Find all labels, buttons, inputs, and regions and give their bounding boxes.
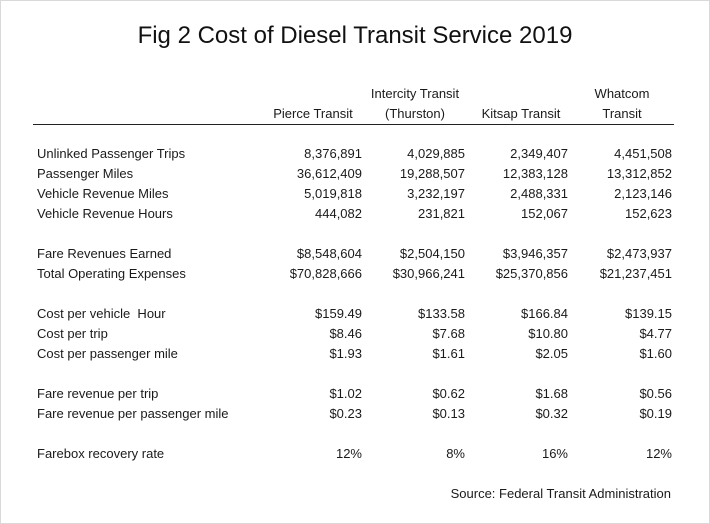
cell-kitsap: 2,488,331 [510, 186, 568, 201]
row-label: Cost per trip [37, 326, 108, 341]
cell-kitsap: $10.80 [528, 326, 568, 341]
table-row: Total Operating Expenses $70,828,666 $30… [0, 264, 710, 284]
cell-pierce: $8,548,604 [296, 246, 362, 261]
cell-whatcom: $21,237,451 [599, 266, 672, 281]
row-label: Passenger Miles [37, 166, 134, 181]
cell-intercity: $0.62 [432, 386, 465, 401]
cell-intercity: 231,821 [418, 206, 465, 221]
cell-pierce: $0.23 [329, 406, 362, 421]
column-header-line1 [472, 84, 570, 104]
column-header-line2: Kitsap Transit [481, 106, 561, 121]
cell-pierce: $1.02 [329, 386, 362, 401]
source-note: Source: Federal Transit Administration [450, 486, 671, 501]
row-label: Vehicle Revenue Miles [37, 186, 169, 201]
table-row: Fare revenue per passenger mile $0.23 $0… [0, 404, 710, 424]
cell-whatcom: $2,473,937 [606, 246, 672, 261]
cell-intercity: $0.13 [432, 406, 465, 421]
figure-title: Fig 2 Cost of Diesel Transit Service 201… [137, 22, 573, 49]
row-label: Fare Revenues Earned [37, 246, 172, 261]
column-header-line2: Transit [602, 106, 642, 121]
row-label: Unlinked Passenger Trips [37, 146, 186, 161]
cell-whatcom: 2,123,146 [614, 186, 672, 201]
table-row: Vehicle Revenue Miles 5,019,818 3,232,19… [0, 184, 710, 204]
table-row: Cost per vehicle Hour $159.49 $133.58 $1… [0, 304, 710, 324]
cell-pierce: 36,612,409 [296, 166, 362, 181]
column-header-pierce: Pierce Transit [265, 84, 361, 124]
cell-kitsap: 152,067 [521, 206, 568, 221]
cell-kitsap: $25,370,856 [495, 266, 568, 281]
cell-whatcom: 4,451,508 [614, 146, 672, 161]
cell-whatcom: $0.56 [639, 386, 672, 401]
column-header-line1: Intercity Transit [370, 86, 460, 101]
cell-intercity: 4,029,885 [407, 146, 465, 161]
cell-kitsap: $3,946,357 [502, 246, 568, 261]
table-row: Passenger Miles 36,612,409 19,288,507 12… [0, 164, 710, 184]
cell-intercity: 19,288,507 [399, 166, 465, 181]
cell-intercity: $2,504,150 [399, 246, 465, 261]
cell-whatcom: $4.77 [639, 326, 672, 341]
cell-pierce: 5,019,818 [304, 186, 362, 201]
table-row: Vehicle Revenue Hours 444,082 231,821 15… [0, 204, 710, 224]
cell-pierce: 8,376,891 [304, 146, 362, 161]
row-label: Fare revenue per trip [37, 386, 159, 401]
cell-kitsap: $2.05 [535, 346, 568, 361]
cell-pierce: $70,828,666 [289, 266, 362, 281]
cell-kitsap: $1.68 [535, 386, 568, 401]
row-label: Vehicle Revenue Hours [37, 206, 173, 221]
cell-intercity: $133.58 [418, 306, 465, 321]
row-label: Cost per passenger mile [37, 346, 178, 361]
cell-pierce: $159.49 [315, 306, 362, 321]
table-row: Farebox recovery rate 12% 8% 16% 12% [0, 444, 710, 464]
cell-intercity: 3,232,197 [407, 186, 465, 201]
cell-kitsap: 16% [541, 446, 568, 461]
cell-whatcom: $1.60 [639, 346, 672, 361]
row-label: Farebox recovery rate [37, 446, 165, 461]
column-header-kitsap: Kitsap Transit [472, 84, 570, 124]
cell-pierce: $1.93 [329, 346, 362, 361]
column-header-line2: Pierce Transit [273, 106, 353, 121]
header-divider [33, 124, 674, 125]
cell-whatcom: 13,312,852 [606, 166, 672, 181]
table-row: Cost per passenger mile $1.93 $1.61 $2.0… [0, 344, 710, 364]
row-label: Total Operating Expenses [37, 266, 186, 281]
cell-whatcom: 12% [645, 446, 672, 461]
cell-pierce: $8.46 [329, 326, 362, 341]
table-row: Unlinked Passenger Trips 8,376,891 4,029… [0, 144, 710, 164]
column-header-intercity: Intercity Transit (Thurston) [362, 84, 468, 124]
cell-whatcom: $0.19 [639, 406, 672, 421]
cell-kitsap: $166.84 [521, 306, 568, 321]
cell-intercity: $30,966,241 [392, 266, 465, 281]
cell-intercity: 8% [446, 446, 465, 461]
cell-intercity: $7.68 [432, 326, 465, 341]
cell-pierce: 12% [335, 446, 362, 461]
column-header-line1: Whatcom [594, 86, 650, 101]
table-row: Cost per trip $8.46 $7.68 $10.80 $4.77 [0, 324, 710, 344]
table-row: Fare revenue per trip $1.02 $0.62 $1.68 … [0, 384, 710, 404]
row-label: Fare revenue per passenger mile [37, 406, 229, 421]
column-header-line2: (Thurston) [385, 106, 445, 121]
cell-kitsap: 2,349,407 [510, 146, 568, 161]
cell-whatcom: $139.15 [625, 306, 672, 321]
cell-kitsap: $0.32 [535, 406, 568, 421]
cell-intercity: $1.61 [432, 346, 465, 361]
cell-pierce: 444,082 [315, 206, 362, 221]
row-label: Cost per vehicle Hour [37, 306, 166, 321]
cell-kitsap: 12,383,128 [502, 166, 568, 181]
table-row: Fare Revenues Earned $8,548,604 $2,504,1… [0, 244, 710, 264]
cell-whatcom: 152,623 [625, 206, 672, 221]
column-header-whatcom: Whatcom Transit [572, 84, 672, 124]
column-header-line1 [265, 84, 361, 104]
